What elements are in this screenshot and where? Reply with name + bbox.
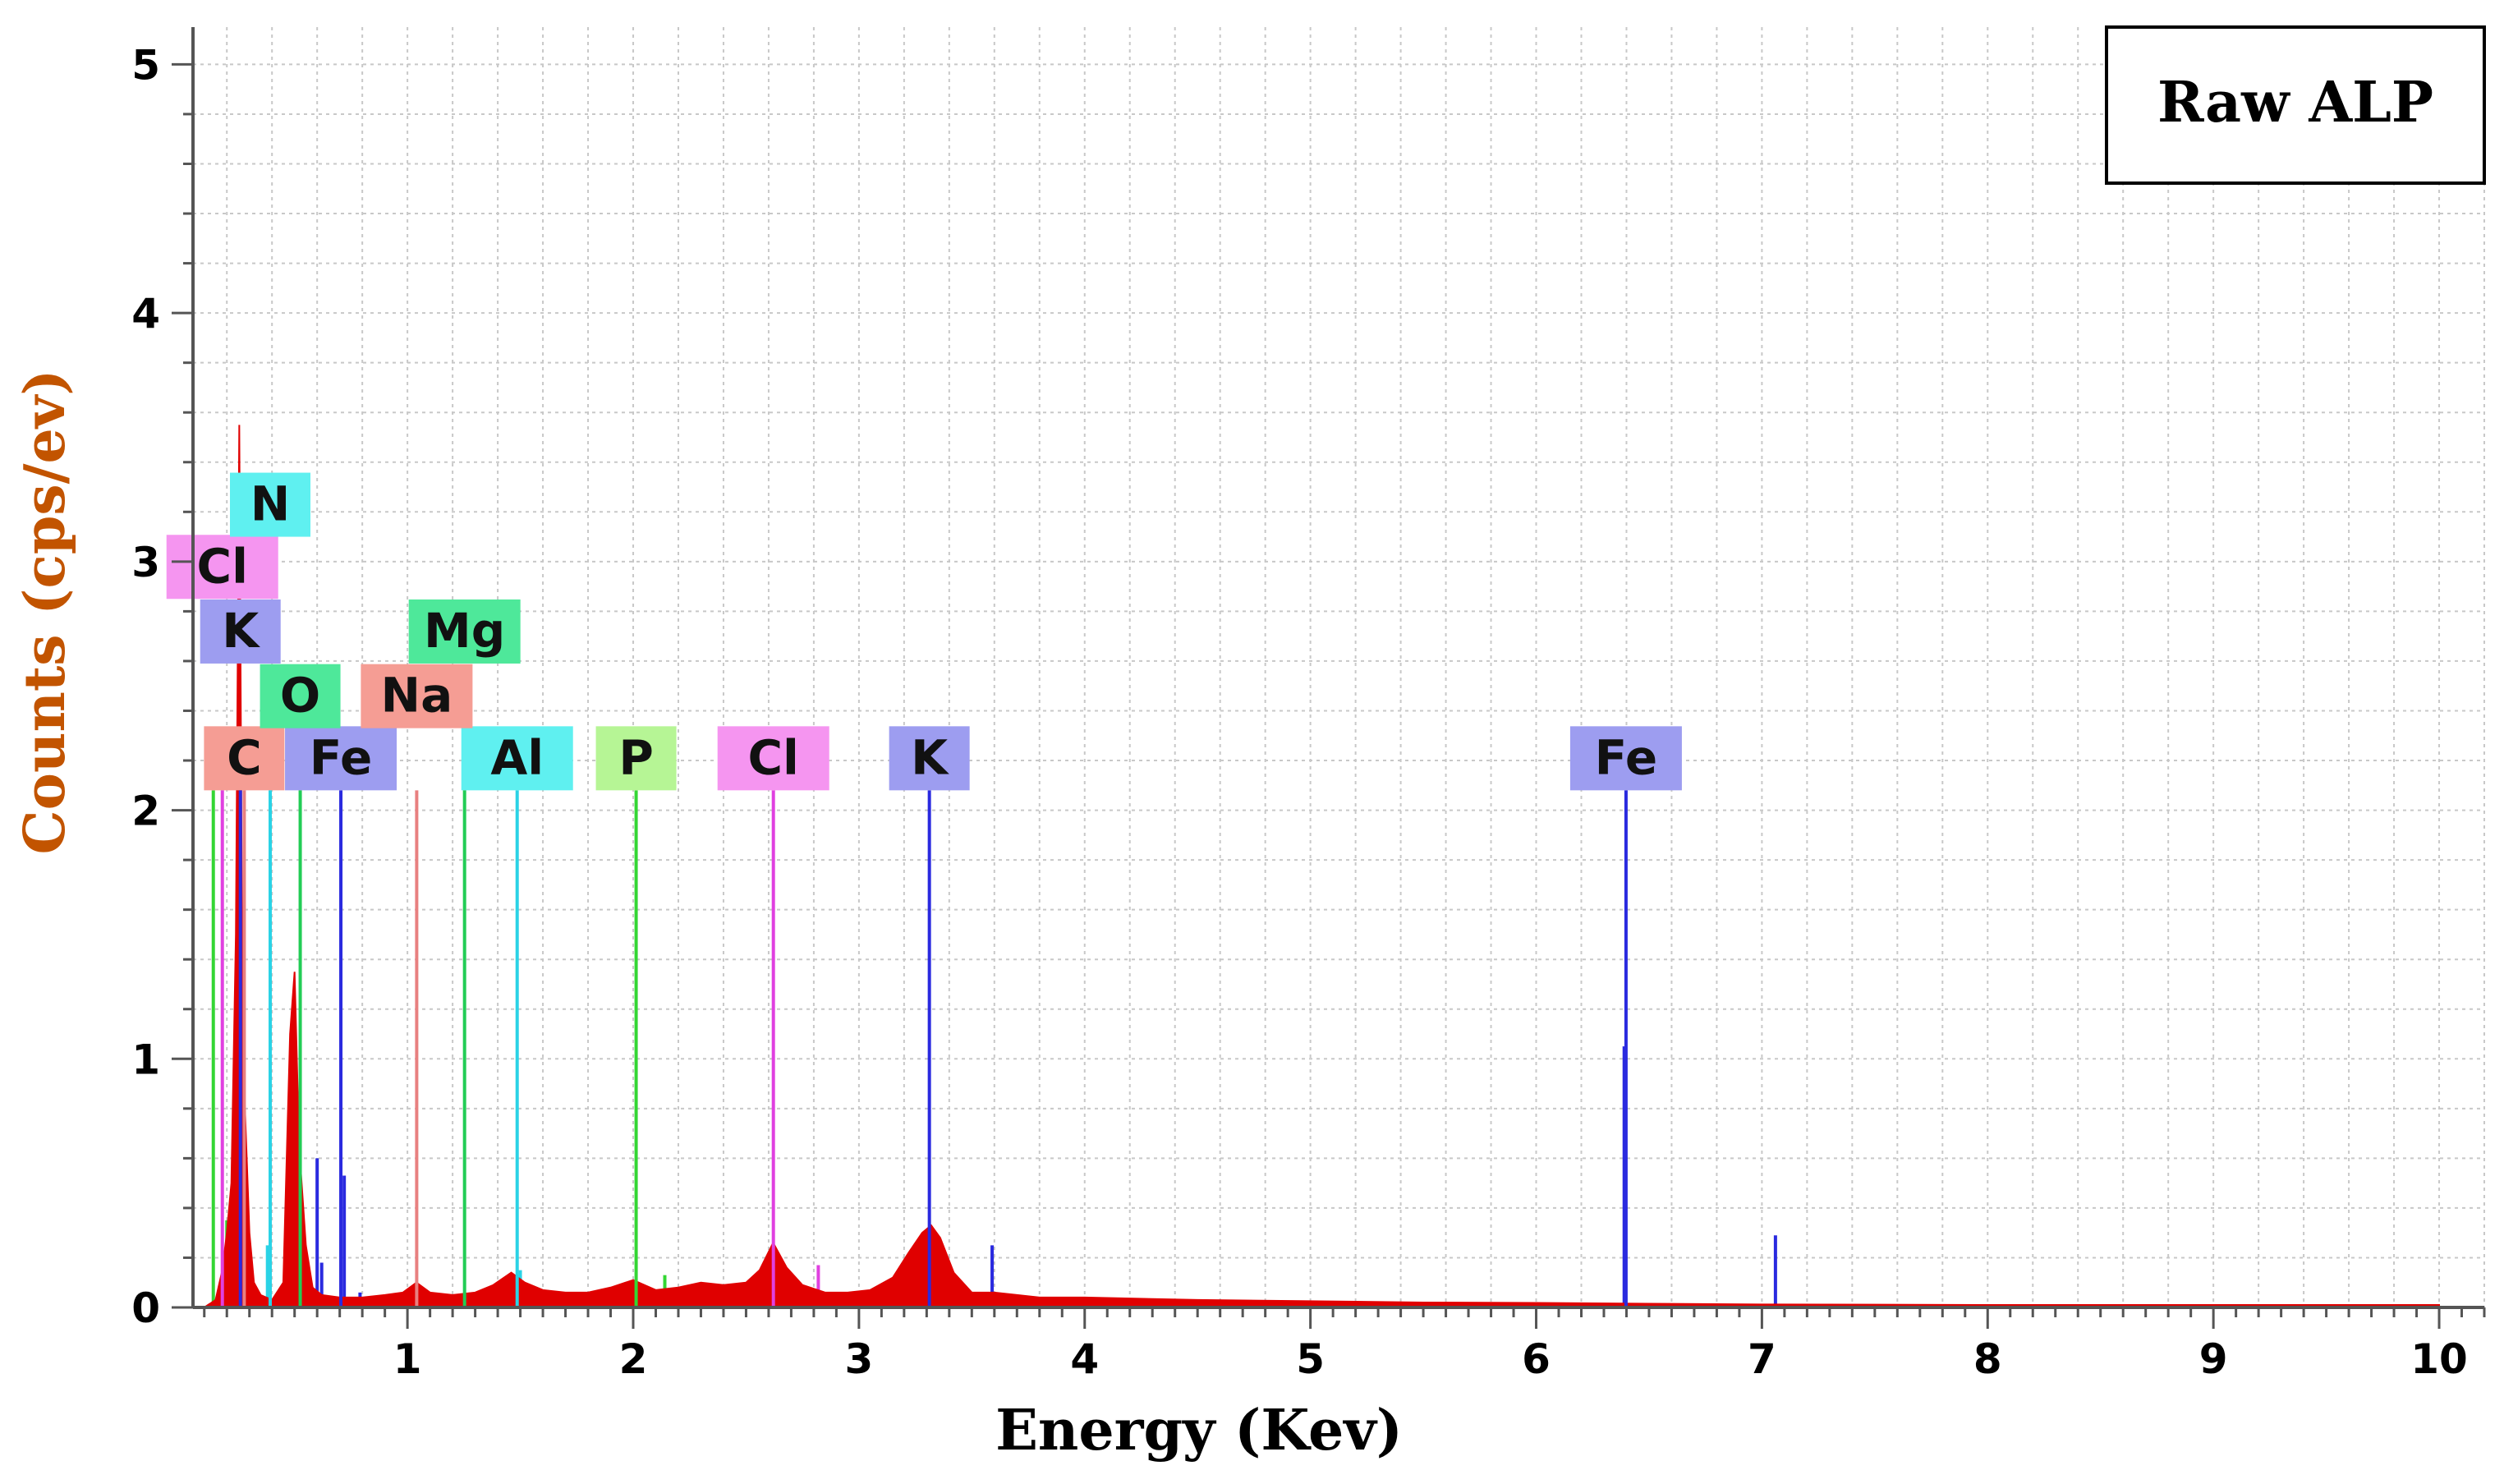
element-label-k: K [222,603,260,659]
element-badge-fe [1569,726,1682,791]
element-label-cl: Cl [747,729,798,785]
spectrum-area [201,425,2441,1308]
element-badge-mg [408,599,521,664]
y-tick-label: 4 [131,290,160,338]
element-badge-n [230,472,311,537]
x-tick-label: 9 [2199,1335,2228,1383]
x-tick-label: 8 [1973,1335,2002,1383]
x-tick-label: 6 [1522,1335,1551,1383]
grid [193,27,2485,1308]
x-tick-label: 7 [1748,1335,1776,1383]
x-tick-label: 2 [619,1335,648,1383]
element-label-fe: Fe [310,729,373,785]
x-tick-label: 4 [1070,1335,1099,1383]
element-badge-cl [717,726,829,791]
element-label-fe: Fe [1595,729,1658,785]
element-badge-al [461,726,573,791]
element-badge-fe [285,726,397,791]
axes: 1 2 3 4 5 6 7 8 9 10 0 1 2 3 4 5 [131,27,2486,1383]
element-label-c: C [227,729,262,785]
x-tick-label: 10 [2410,1335,2468,1383]
y-tick-label: 2 [131,788,160,835]
x-tick-label: 3 [844,1335,873,1383]
element-label-p: P [618,729,654,785]
spectrum-series [201,425,2441,1308]
y-tick-label: 5 [131,41,160,89]
element-badge-p [595,726,677,791]
legend-label: Raw ALP [2157,70,2433,136]
x-tick-label: 1 [393,1335,422,1383]
element-label-n: N [250,476,291,532]
x-axis-title: Energy (Kev) [995,1398,1403,1463]
element-label-o: O [280,668,320,724]
element-badge-cl [166,535,278,600]
element-badge-o [260,664,341,728]
element-badge-k [889,726,970,791]
y-tick-label: 1 [131,1036,160,1083]
element-label-mg: Mg [424,603,505,659]
legend-box: Raw ALP [2105,25,2486,185]
y-tick-label: 3 [131,539,160,586]
element-label-na: Na [381,668,453,724]
element-label-al: Al [490,729,544,785]
element-badge-k [200,599,281,664]
y-axis-title: Counts (cps/ev) [12,370,78,855]
element-badge-na [361,664,473,728]
x-tick-label: 5 [1296,1335,1325,1383]
element-label-k: K [911,729,949,785]
y-tick-label: 0 [131,1284,160,1332]
legend-frame [2105,25,2486,185]
element-badge-c [204,726,285,791]
element-label-cl: Cl [197,538,248,594]
